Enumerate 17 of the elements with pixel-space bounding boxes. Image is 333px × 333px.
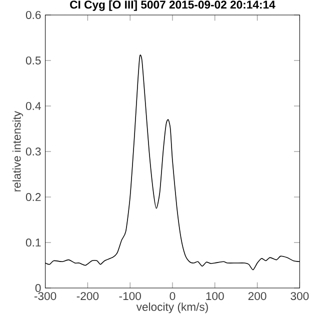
x-axis-title: velocity (km/s): [136, 302, 208, 314]
y-tick-label: 0.6: [26, 11, 41, 20]
y-tick-label: 0: [35, 284, 41, 292]
y-tick-label: 0.3: [26, 148, 41, 156]
x-tick-label: -300: [34, 292, 56, 300]
y-tick-label: 0.1: [26, 238, 41, 247]
y-tick-label: 0.4: [26, 102, 41, 110]
x-tick-label: 300: [290, 292, 309, 300]
x-tick-label: -200: [76, 292, 99, 300]
y-tick-label: 0.5: [26, 56, 41, 65]
y-axis-title: relative intensity: [12, 111, 24, 192]
x-tick-label: -100: [119, 292, 141, 300]
x-tick-label: 0: [170, 292, 176, 300]
chart-title: CI Cyg [O III] 5007 2015-09-02 20:14:14: [70, 0, 276, 12]
x-tick-label: 200: [248, 292, 266, 300]
y-tick-label: 0.2: [26, 193, 41, 202]
x-tick-label: 100: [206, 292, 224, 300]
